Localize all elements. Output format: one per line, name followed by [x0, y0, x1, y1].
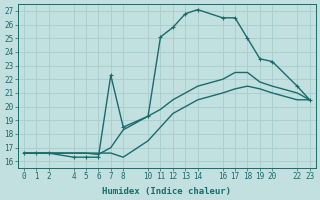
X-axis label: Humidex (Indice chaleur): Humidex (Indice chaleur) [102, 187, 231, 196]
